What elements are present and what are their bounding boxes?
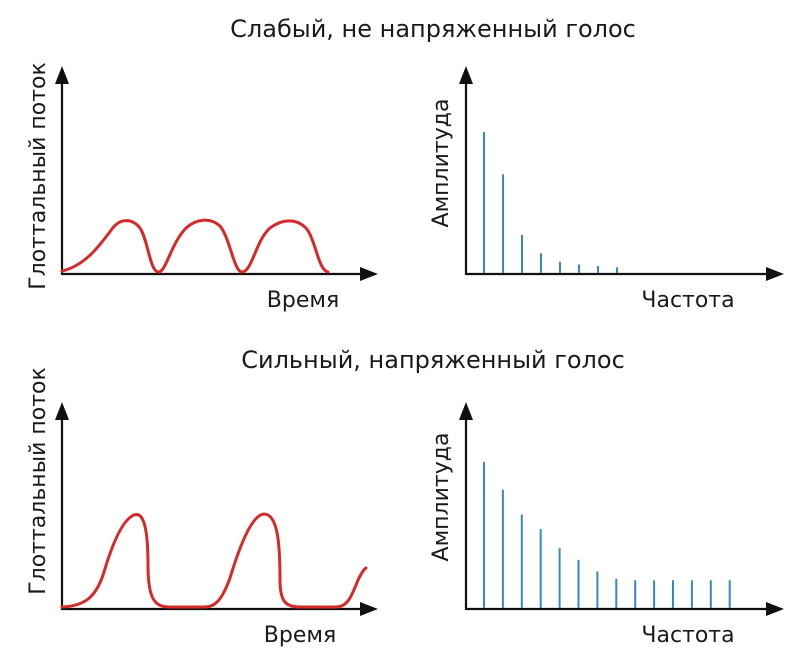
bottom-spectrum-plot: Амплитуда Частота — [429, 402, 784, 648]
top-waveform-xlabel: Время — [267, 288, 339, 313]
top-panel-title: Слабый, не напряженный голос — [230, 15, 636, 43]
top-waveform-x-arrow — [360, 267, 378, 281]
top-waveform-ylabel: Глоттальный поток — [26, 62, 51, 290]
bottom-waveform-plot: Глоттальный поток Время — [26, 367, 378, 648]
top-spectrum-plot: Амплитуда Частота — [429, 66, 784, 313]
top-spectrum-harmonics — [483, 132, 618, 273]
bottom-waveform-y-arrow — [55, 402, 69, 420]
bottom-spectrum-harmonics — [483, 462, 731, 608]
top-waveform-y-arrow — [55, 66, 69, 84]
bottom-spectrum-y-arrow — [459, 402, 473, 420]
top-spectrum-ylabel: Амплитуда — [429, 99, 454, 228]
bottom-panel-title: Сильный, напряженный голос — [241, 346, 625, 374]
bottom-spectrum-xlabel: Частота — [641, 623, 734, 648]
bottom-waveform-x-arrow — [360, 602, 378, 616]
top-spectrum-xlabel: Частота — [641, 288, 734, 313]
bottom-spectrum-x-arrow — [766, 602, 784, 616]
top-spectrum-x-arrow — [766, 267, 784, 281]
bottom-glottal-flow-waveform — [60, 512, 368, 609]
top-spectrum-y-arrow — [459, 66, 473, 84]
top-glottal-flow-waveform — [60, 218, 330, 274]
bottom-spectrum-ylabel: Амплитуда — [429, 433, 454, 562]
top-waveform-plot: Глоттальный поток Время — [26, 62, 378, 313]
bottom-waveform-ylabel: Глоттальный поток — [26, 367, 51, 595]
bottom-waveform-xlabel: Время — [264, 623, 336, 648]
